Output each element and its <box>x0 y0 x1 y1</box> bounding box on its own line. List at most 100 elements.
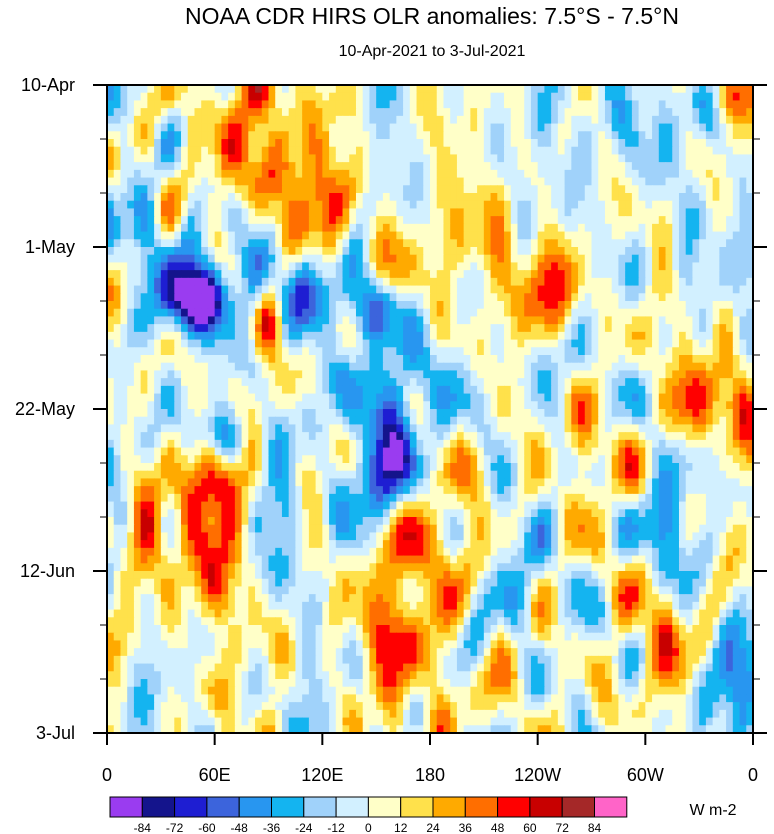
field-cell <box>154 185 162 194</box>
field-cell <box>436 409 445 418</box>
field-cell <box>241 455 249 464</box>
field-cell <box>571 409 579 418</box>
field-cell <box>631 277 640 287</box>
field-cell <box>362 115 371 125</box>
field-cell <box>181 162 189 171</box>
field-cell <box>403 185 411 194</box>
field-cell <box>483 208 492 217</box>
field-cell <box>443 439 451 449</box>
field-cell <box>335 447 344 456</box>
field-cell <box>551 239 559 248</box>
field-cell <box>423 208 431 217</box>
field-cell <box>631 223 640 233</box>
field-cell <box>355 370 364 379</box>
field-cell <box>281 463 290 472</box>
field-cell <box>604 463 613 472</box>
field-cell <box>618 123 626 132</box>
field-cell <box>133 85 142 94</box>
field-cell <box>530 355 539 364</box>
field-cell <box>726 370 734 379</box>
field-cell <box>685 339 694 348</box>
field-cell <box>228 239 236 248</box>
field-cell <box>275 439 283 449</box>
field-cell <box>322 308 330 318</box>
field-cell <box>133 316 142 325</box>
field-cell <box>315 247 323 256</box>
field-cell <box>692 139 700 148</box>
field-cell <box>329 285 337 294</box>
field-cell <box>355 301 364 310</box>
field-cell <box>261 139 270 148</box>
field-cell <box>160 200 169 210</box>
field-cell <box>281 193 290 202</box>
field-cell <box>322 262 330 271</box>
field-cell <box>598 478 606 487</box>
field-cell <box>483 362 492 372</box>
field-cell <box>322 216 330 225</box>
field-cell <box>436 223 445 233</box>
field-cell <box>140 432 148 441</box>
field-cell <box>517 123 525 132</box>
field-cell <box>712 254 720 264</box>
field-cell <box>295 185 303 194</box>
field-cell <box>362 223 371 233</box>
field-cell <box>160 478 169 487</box>
field-cell <box>477 262 485 271</box>
field-cell <box>544 146 552 156</box>
field-cell <box>430 223 438 233</box>
field-cell <box>201 385 209 395</box>
field-cell <box>207 416 216 426</box>
field-cell <box>638 308 646 318</box>
field-cell <box>436 231 445 240</box>
field-cell <box>194 463 202 472</box>
field-cell <box>625 362 633 372</box>
field-cell <box>268 185 276 194</box>
field-cell <box>281 223 290 233</box>
field-cell <box>497 262 505 271</box>
field-cell <box>322 270 330 279</box>
field-cell <box>234 355 243 364</box>
field-cell <box>611 362 620 372</box>
field-cell <box>355 270 364 279</box>
field-cell <box>578 231 586 240</box>
field-cell <box>483 270 492 279</box>
field-cell <box>692 108 700 117</box>
field-cell <box>477 131 485 140</box>
field-cell <box>739 200 747 210</box>
field-cell <box>665 316 673 325</box>
field-cell <box>308 177 317 186</box>
field-cell <box>362 478 371 487</box>
field-cell <box>396 308 404 318</box>
field-cell <box>355 223 364 233</box>
field-cell <box>665 254 673 264</box>
field-cell <box>483 447 492 456</box>
field-cell <box>409 277 418 287</box>
field-cell <box>551 146 559 156</box>
field-cell <box>329 262 337 271</box>
field-cell <box>564 270 572 279</box>
field-cell <box>174 254 182 264</box>
field-cell <box>403 270 411 279</box>
field-cell <box>551 455 559 464</box>
field-cell <box>288 185 297 194</box>
field-cell <box>322 293 330 302</box>
field-cell <box>564 447 572 456</box>
field-cell <box>315 162 323 171</box>
field-cell <box>530 293 539 302</box>
field-cell <box>604 432 613 441</box>
field-cell <box>685 169 694 179</box>
field-cell <box>349 123 357 132</box>
field-cell <box>598 439 606 449</box>
field-cell <box>268 177 276 186</box>
field-cell <box>645 355 653 364</box>
field-cell <box>127 154 135 163</box>
field-cell <box>389 131 397 140</box>
field-cell <box>194 355 202 364</box>
field-cell <box>625 131 633 140</box>
field-cell <box>167 115 175 125</box>
field-cell <box>584 247 593 256</box>
field-cell <box>712 308 720 318</box>
field-cell <box>315 223 323 233</box>
field-cell <box>127 416 135 426</box>
field-cell <box>746 285 754 294</box>
